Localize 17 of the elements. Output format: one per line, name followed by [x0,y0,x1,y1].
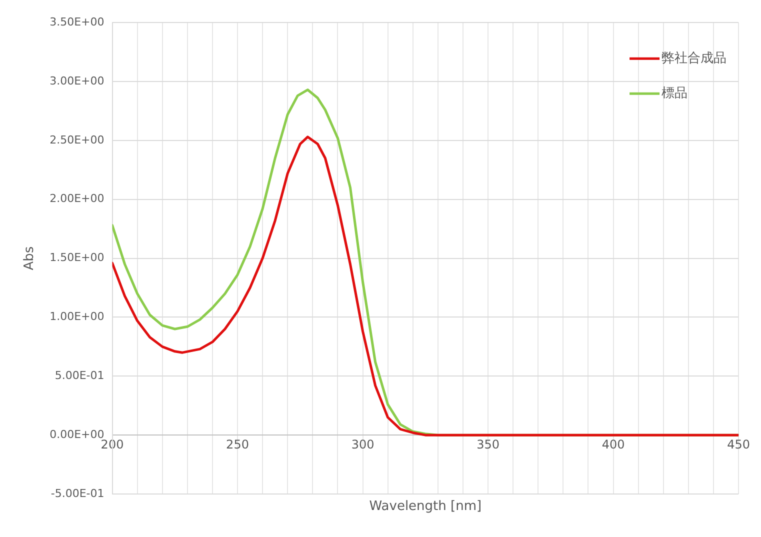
x-tick-label: 400 [602,437,625,452]
y-tick-label: 3.00E+00 [50,74,104,88]
y-axis-title: Abs [22,246,38,270]
x-axis-title: Wavelength [nm] [369,498,482,514]
x-tick-label: 450 [727,437,750,452]
x-tick-label: 300 [351,437,374,452]
y-tick-label: 2.00E+00 [50,192,104,206]
legend-label: 弊社合成品 [662,50,727,66]
x-tick-label: 350 [476,437,500,452]
x-tick-label: 250 [226,437,249,452]
y-tick-label: 3.50E+00 [50,15,104,28]
legend-label: 標品 [662,86,688,101]
y-tick-label: 2.50E+00 [50,133,104,146]
y-tick-label: 5.00E-01 [54,369,104,382]
y-tick-label: -5.00E-01 [50,486,104,500]
y-tick-label: 1.50E+00 [50,251,104,264]
y-tick-label: 1.00E+00 [50,310,104,324]
